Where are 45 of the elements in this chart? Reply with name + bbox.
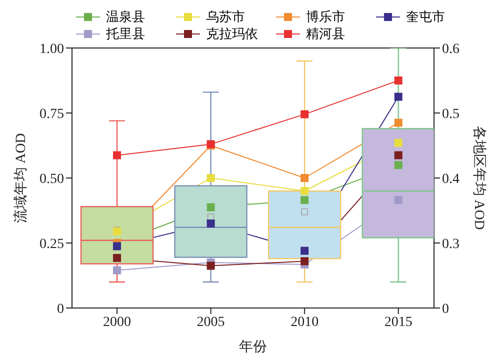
legend-label: 托里县 <box>106 26 145 42</box>
y2-axis-title: 各地区年均 AOD <box>471 126 488 230</box>
point <box>206 174 215 182</box>
point <box>300 187 309 195</box>
point <box>300 174 309 182</box>
point <box>300 110 309 118</box>
x-tick-label: 2010 <box>290 314 319 330</box>
point <box>206 203 215 212</box>
legend-label: 克拉玛依 <box>206 26 258 42</box>
x-axis-title: 年份 <box>239 339 267 355</box>
legend-label: 博乐市 <box>306 8 345 24</box>
y-tick-label: 0.50 <box>40 172 64 187</box>
point <box>300 246 309 255</box>
point <box>300 257 309 266</box>
x-tick-label: 2000 <box>103 314 132 330</box>
point <box>206 262 215 270</box>
point <box>113 151 122 160</box>
point <box>394 92 402 101</box>
point <box>394 151 402 160</box>
point <box>206 220 215 228</box>
legend-label: 温泉县 <box>106 8 145 24</box>
point <box>394 161 402 169</box>
y2-tick-label: 0.4 <box>442 172 460 187</box>
y2-tick-label: 0.6 <box>442 42 460 57</box>
point <box>394 76 402 84</box>
legend-label: 乌苏市 <box>206 8 245 24</box>
legend-label: 精河县 <box>306 26 345 42</box>
point <box>113 266 122 274</box>
y-tick-label: 0 <box>57 302 64 317</box>
point <box>113 254 122 262</box>
y2-tick-label: 0.3 <box>442 236 460 252</box>
y-axis-title: 流域年均 AOD <box>12 133 29 223</box>
x-tick-label: 2015 <box>384 314 412 330</box>
y-tick-label: 0.75 <box>40 106 64 122</box>
point <box>394 138 402 147</box>
x-tick-label: 2005 <box>196 314 225 330</box>
legend-label: 奎屯市 <box>406 8 445 24</box>
y2-tick-label: 0.5 <box>442 106 460 122</box>
point <box>300 196 309 204</box>
y-tick-label: 0.25 <box>40 236 64 252</box>
point <box>394 118 402 127</box>
point <box>394 196 402 204</box>
point <box>113 242 122 250</box>
y2-tick-label: 0 <box>442 302 449 317</box>
y-tick-label: 1.00 <box>40 42 64 57</box>
